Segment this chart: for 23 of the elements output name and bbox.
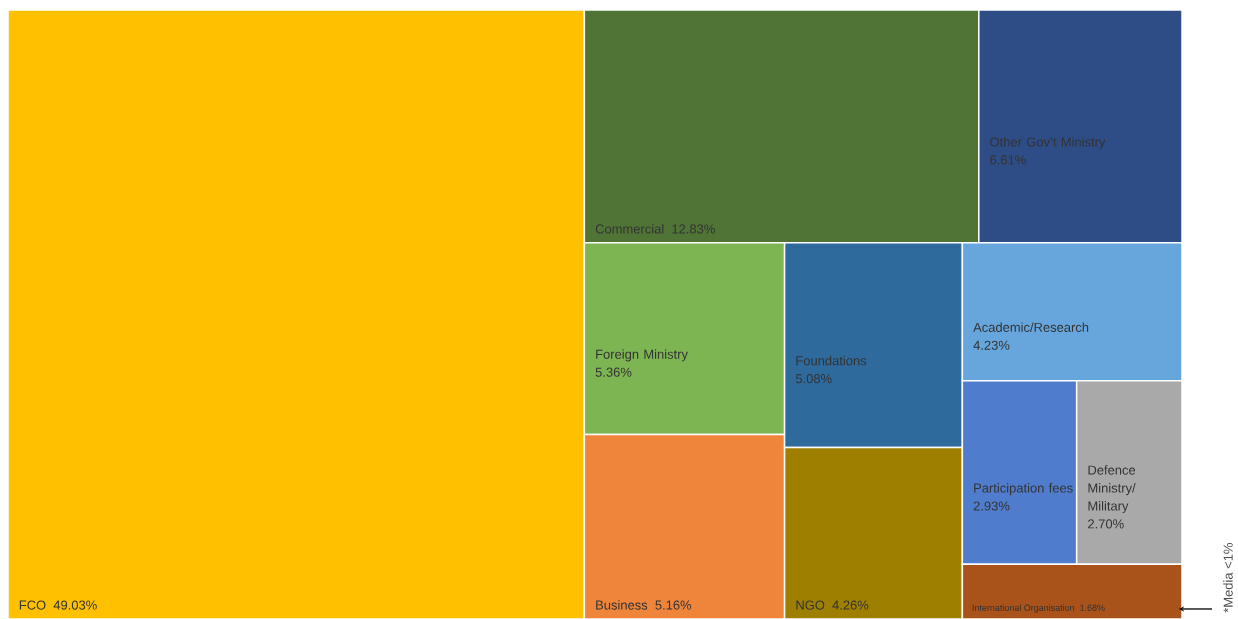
data-label: 12.83% [672, 224, 715, 234]
text: *Media <1% [1223, 543, 1233, 613]
data-label: 49.03% [53, 600, 97, 610]
category-label: Foundations [796, 355, 867, 366]
category-label: Defence Ministry/ Military [1088, 465, 1136, 514]
data-label: 2.70% [1088, 519, 1124, 529]
data-label: 1.68% [1080, 604, 1105, 611]
category-label: Participation fees [974, 483, 1073, 496]
category-label: Foreign Ministry [596, 349, 688, 362]
data-label: 5.08% [795, 374, 832, 384]
data-label: 4.23% [973, 340, 1010, 350]
data-label: 6.61% [990, 155, 1026, 165]
data-label: 4.26% [832, 600, 869, 610]
category-label: Academic/Research [973, 322, 1089, 332]
data-label: 5.36% [595, 367, 632, 377]
data-label: 2.93% [973, 501, 1010, 511]
category-label: Other Gov’t Ministry [990, 137, 1106, 150]
category-label: NGO [796, 600, 825, 610]
category-label: FCO [19, 600, 46, 610]
category-label: Business [596, 600, 648, 610]
data-label: 5.16% [655, 600, 692, 610]
category-label: International Organisation [972, 604, 1075, 613]
category-label: Commercial [595, 224, 664, 234]
